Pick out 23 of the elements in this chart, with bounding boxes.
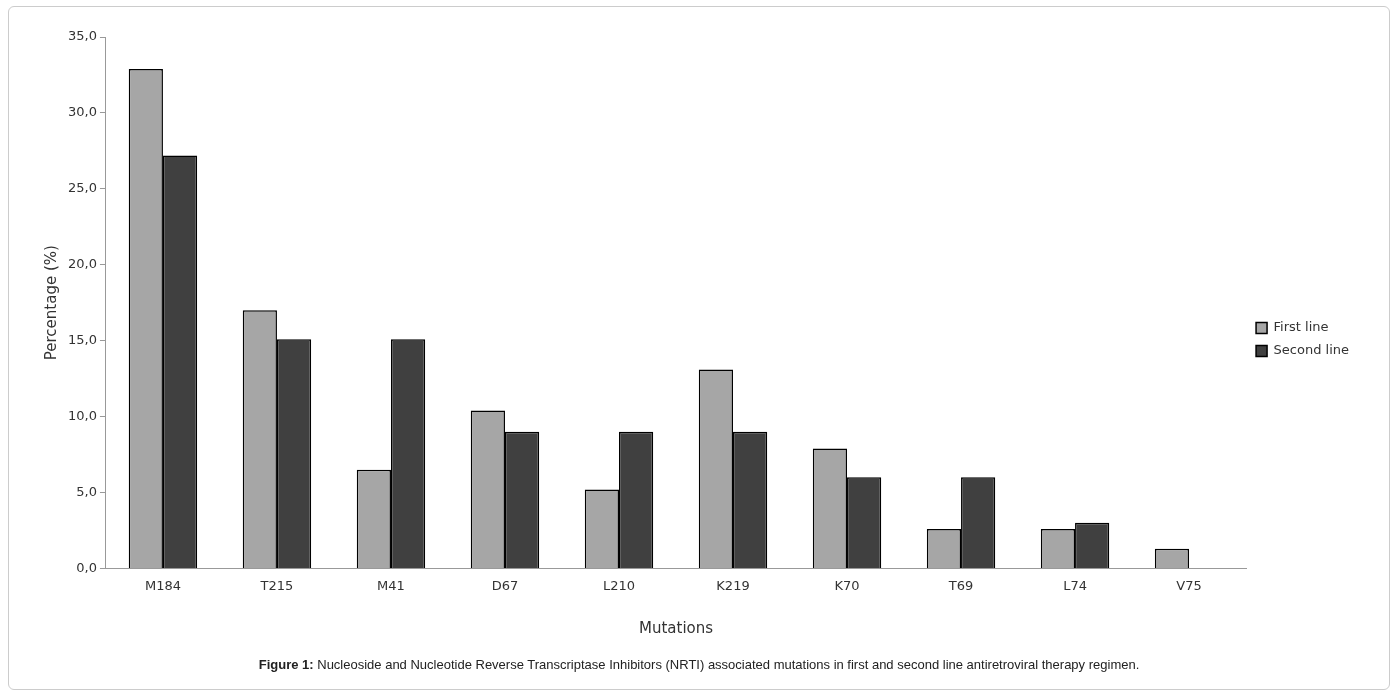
- caption: Figure 1: Nucleoside and Nucleotide Reverse Transcriptase Inhibitors (NRTI) associated mutations in first and second line antiretroviral therapy regimen.: [257, 657, 1141, 672]
- x-tick-label: V75: [1176, 577, 1202, 593]
- x-tick-label: M41: [377, 577, 405, 593]
- x-tick-label: L74: [1063, 577, 1087, 593]
- x-tick-label: D67: [491, 577, 519, 593]
- y-tick-label: 5,0: [76, 483, 97, 499]
- y-axis-title: Percentage (%): [41, 245, 60, 361]
- y-tick-label: 35,0: [67, 28, 97, 44]
- x-tick-label: T69: [947, 577, 974, 593]
- x-tick-label: K219: [716, 577, 750, 593]
- legend-label: First line: [1273, 319, 1329, 335]
- y-tick-label: 25,0: [67, 180, 97, 196]
- y-tick-label: 15,0: [67, 332, 97, 348]
- x-tick-label: T215: [259, 577, 294, 593]
- y-tick-label: 30,0: [67, 104, 97, 120]
- x-tick-label: K70: [834, 577, 860, 593]
- x-tick-label: M184: [144, 577, 181, 593]
- x-tick-label: L210: [602, 577, 636, 593]
- legend-label: Second line: [1273, 342, 1349, 358]
- y-tick-label: 0,0: [76, 559, 97, 575]
- x-axis-title: Mutations: [638, 618, 714, 637]
- y-tick-label: 20,0: [67, 256, 97, 272]
- y-tick-label: 10,0: [67, 407, 97, 423]
